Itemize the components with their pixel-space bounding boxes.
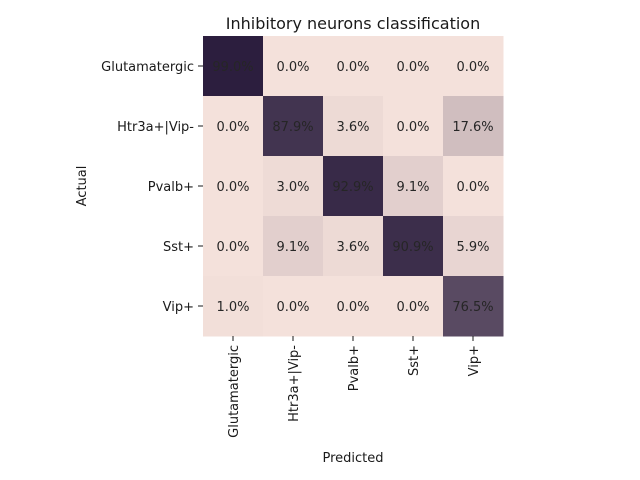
- heatmap-cell: [263, 36, 324, 97]
- cell-value-label: 76.5%: [452, 300, 493, 315]
- x-axis-ticks: Glutamatergic Htr3a+|Vip- Pvalb+ Sst+ Vip+: [227, 336, 482, 438]
- heatmap-cell: [383, 156, 444, 217]
- x-tick-label-glutamatergic: Glutamatergic: [227, 345, 242, 438]
- heatmap-cell: [203, 216, 264, 277]
- cell-value-label: 0.0%: [276, 60, 309, 75]
- heatmap-cell: [263, 156, 324, 217]
- x-axis-label: Predicted: [322, 451, 383, 466]
- x-tick-label-sst: Sst+: [407, 345, 422, 376]
- cell-value-label: 3.6%: [336, 120, 369, 135]
- y-axis-label: Actual: [75, 166, 90, 207]
- heatmap-cell: [263, 216, 324, 277]
- heatmap-cell: [443, 36, 504, 97]
- cell-value-label: 0.0%: [396, 60, 429, 75]
- y-tick-label-vip: Vip+: [163, 300, 194, 315]
- cell-value-label: 0.0%: [336, 60, 369, 75]
- cell-value-label: 0.0%: [276, 300, 309, 315]
- heatmap-cell: [443, 276, 504, 337]
- cell-value-label: 17.6%: [452, 120, 493, 135]
- cell-value-label: 9.1%: [276, 240, 309, 255]
- heatmap-cell: [323, 156, 384, 217]
- heatmap-cell: [203, 276, 264, 337]
- cell-value-label: 0.0%: [456, 180, 489, 195]
- heatmap-cell: [323, 276, 384, 337]
- heatmap-cell: [203, 36, 264, 97]
- cell-value-label: 0.0%: [216, 120, 249, 135]
- heatmap-cell: [443, 96, 504, 157]
- cell-value-label: 0.0%: [216, 180, 249, 195]
- x-tick-label-htr3a-vip: Htr3a+|Vip-: [287, 345, 302, 422]
- heatmap-cell: [443, 216, 504, 277]
- heatmap-cell: [443, 156, 504, 217]
- cell-value-label: 90.9%: [392, 240, 433, 255]
- cell-value-label: 99.0%: [212, 60, 253, 75]
- heatmap-cell: [263, 276, 324, 337]
- chart-title: Inhibitory neurons classification: [226, 14, 480, 33]
- y-tick-label-htr3a-vip: Htr3a+|Vip-: [117, 120, 194, 135]
- cell-value-label: 9.1%: [396, 180, 429, 195]
- cell-value-label: 87.9%: [272, 120, 313, 135]
- y-tick-label-pvalb: Pvalb+: [148, 180, 194, 195]
- heatmap-cell-labels: 99.0% 0.0% 0.0% 0.0% 0.0% 0.0% 87.9% 3.6% 0.0% 17…: [212, 60, 493, 315]
- heatmap-cell: [383, 276, 444, 337]
- x-tick-label-pvalb: Pvalb+: [347, 345, 362, 391]
- heatmap-cell: [263, 96, 324, 157]
- heatmap-cell: [203, 96, 264, 157]
- y-tick-label-glutamatergic: Glutamatergic: [101, 60, 194, 75]
- heatmap-cells: [203, 36, 504, 337]
- cell-value-label: 0.0%: [216, 240, 249, 255]
- heatmap-cell: [383, 96, 444, 157]
- x-tick-label-vip: Vip+: [467, 345, 482, 376]
- cell-value-label: 0.0%: [336, 300, 369, 315]
- heatmap-cell: [203, 156, 264, 217]
- cell-value-label: 0.0%: [456, 60, 489, 75]
- cell-value-label: 92.9%: [332, 180, 373, 195]
- cell-value-label: 0.0%: [396, 120, 429, 135]
- heatmap-cell: [383, 216, 444, 277]
- heatmap-cell: [383, 36, 444, 97]
- cell-value-label: 5.9%: [456, 240, 489, 255]
- cell-value-label: 3.6%: [336, 240, 369, 255]
- cell-value-label: 0.0%: [396, 300, 429, 315]
- y-axis-ticks: Glutamatergic Htr3a+|Vip- Pvalb+ Sst+ Vip+: [101, 60, 203, 315]
- y-tick-label-sst: Sst+: [163, 240, 194, 255]
- heatmap-cell: [323, 36, 384, 97]
- heatmap-cell: [323, 216, 384, 277]
- cell-value-label: 1.0%: [216, 300, 249, 315]
- heatmap-cell: [323, 96, 384, 157]
- cell-value-label: 3.0%: [276, 180, 309, 195]
